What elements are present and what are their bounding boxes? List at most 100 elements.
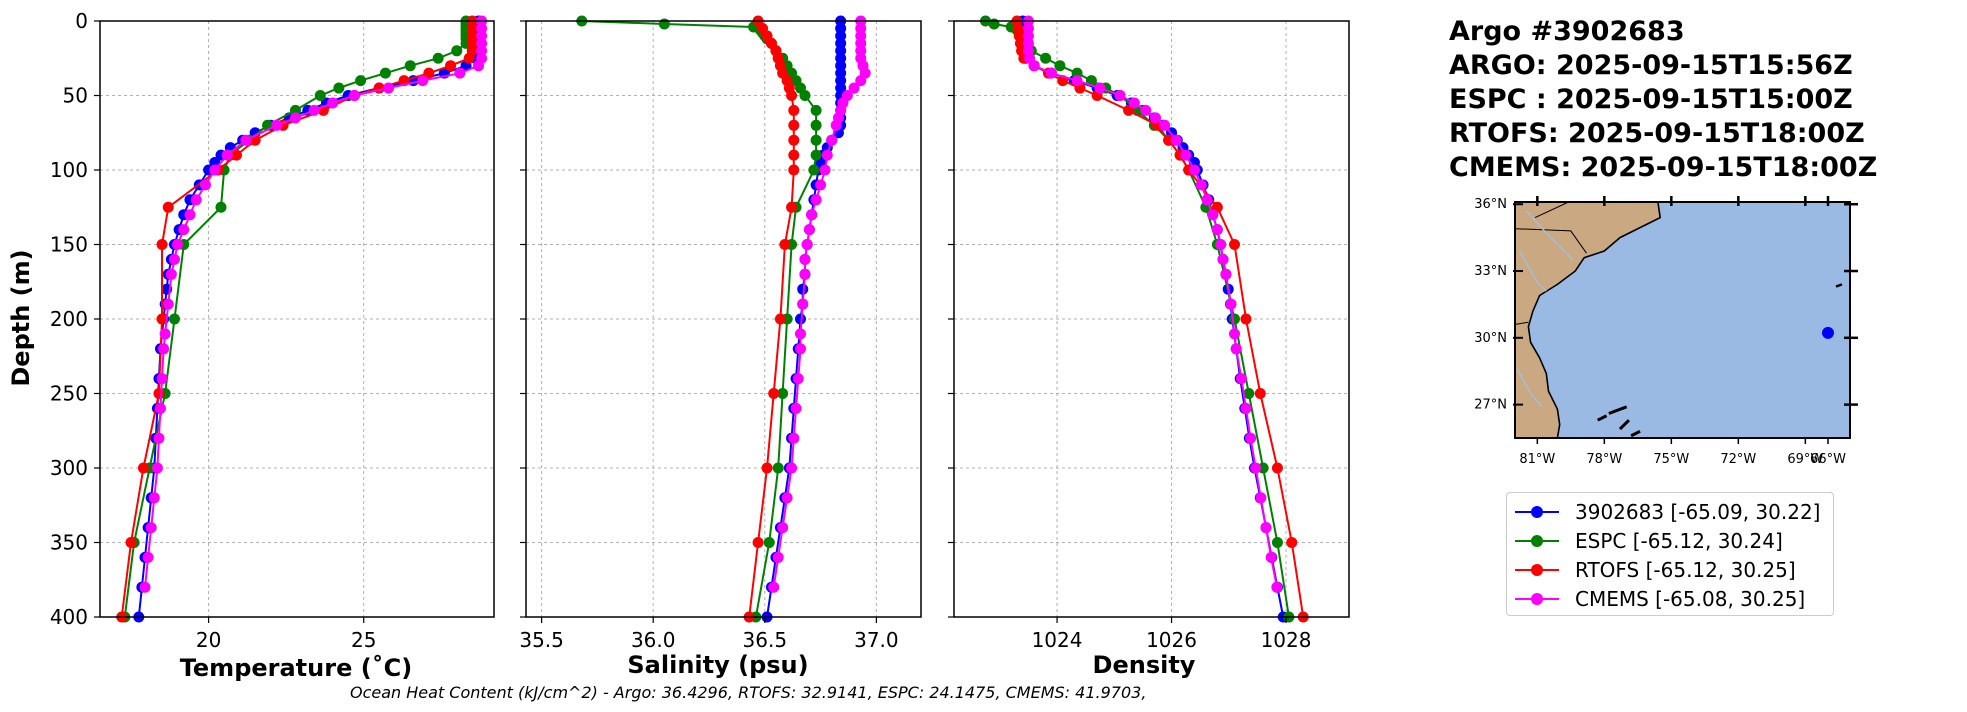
data-point-cmems (777, 522, 789, 534)
data-point-cmems (209, 164, 221, 176)
data-point-cmems (792, 373, 804, 385)
data-point-3902683 (794, 313, 806, 325)
data-point-cmems (794, 328, 806, 340)
data-point-cmems (1045, 67, 1057, 79)
map-lat-label: 27°N (1474, 398, 1507, 413)
data-point-cmems (159, 328, 171, 340)
data-point-cmems (151, 462, 163, 474)
data-point-espc (314, 90, 326, 101)
data-point-espc (404, 60, 416, 72)
map-island (1608, 405, 1628, 415)
data-point-espc (432, 52, 444, 64)
map-lat-label: 33°N (1474, 264, 1507, 279)
salinity-panel: 35.5 36.0 36.5 37.0 (519, 15, 922, 652)
data-point-rtofs (156, 313, 168, 325)
data-point-rtofs (774, 313, 786, 325)
data-point-espc (333, 82, 345, 94)
legend-item-espc: ESPC [-65.12, 30.24] (1515, 526, 1825, 555)
legend-item-argo: 3902683 [-65.09, 30.22] (1515, 497, 1825, 526)
data-point-cmems (815, 179, 827, 191)
data-point-cmems (1229, 328, 1241, 340)
x-tick-label: 1028 (1261, 628, 1312, 652)
y-tick-label: 200 (50, 307, 88, 331)
map-island (1630, 429, 1641, 438)
data-point-espc (1243, 388, 1255, 399)
data-point-cmems (162, 298, 174, 310)
map-state-border (1534, 201, 1569, 219)
data-point-espc (810, 134, 822, 146)
salinity-axis-label: Salinity (psu) (627, 651, 808, 679)
data-point-rtofs (463, 52, 475, 64)
map-lon-label: 72°W (1720, 452, 1756, 467)
map-river (1516, 368, 1543, 408)
axes-frame (525, 20, 922, 618)
data-point-cmems (799, 253, 811, 265)
data-point-cmems (1245, 432, 1257, 444)
data-point-cmems (1240, 402, 1252, 414)
legend-swatch-cmems (1515, 589, 1559, 609)
y-axis-label: Depth (m) (7, 249, 35, 386)
data-point-cmems (1255, 492, 1267, 504)
data-point-cmems (1128, 97, 1140, 109)
data-point-cmems (199, 179, 211, 191)
map-lon-label: 69°W (1787, 452, 1823, 467)
argo-time: ARGO: 2025-09-15T15:56Z (1449, 50, 1853, 81)
data-point-cmems (172, 239, 184, 250)
map-lat-label: 30°N (1474, 331, 1507, 346)
temperature-panel: 0 50 100 150 200 250 300 350 400 20 25 (50, 9, 495, 652)
data-point-cmems (454, 67, 466, 79)
data-point-cmems (1195, 179, 1207, 191)
data-point-rtofs (788, 104, 800, 116)
data-point-rtofs (156, 239, 168, 250)
data-point-cmems (799, 268, 811, 280)
data-point-espc (1229, 313, 1241, 325)
data-point-rtofs (1254, 388, 1266, 399)
data-point-cmems (308, 104, 320, 116)
map-river (1518, 250, 1547, 292)
x-tick-label: 1026 (1146, 628, 1197, 652)
map-lon-label: 66°W (1810, 452, 1846, 467)
data-point-cmems (788, 432, 800, 444)
data-point-cmems (142, 551, 154, 563)
data-point-cmems (1215, 239, 1227, 250)
data-point-espc (1054, 60, 1066, 72)
data-point-espc (772, 462, 784, 474)
data-point-cmems (810, 194, 822, 206)
map-island-bermuda (1835, 283, 1843, 288)
data-point-cmems (153, 432, 165, 444)
data-point-cmems (178, 224, 190, 236)
data-point-cmems (1230, 343, 1242, 355)
data-point-rtofs (788, 164, 800, 176)
data-point-cmems (1201, 194, 1213, 206)
data-point-cmems (1170, 134, 1182, 146)
data-point-cmems (139, 581, 151, 593)
data-point-cmems (848, 82, 860, 94)
header-block: Argo #3902683 ARGO: 2025-09-15T15:56Z ESPC… (1449, 15, 1877, 185)
data-point-rtofs (137, 462, 149, 474)
legend-swatch-argo (1515, 502, 1559, 522)
data-point-cmems (794, 343, 806, 355)
data-point-cmems (830, 119, 842, 131)
x-tick-label: 20 (196, 628, 221, 652)
y-tick-label: 150 (50, 233, 88, 257)
data-point-rtofs (1229, 239, 1241, 250)
data-point-cmems (772, 551, 784, 563)
data-point-rtofs (162, 201, 174, 213)
data-point-rtofs (1123, 104, 1135, 116)
y-tick-label: 0 (75, 9, 88, 33)
data-point-rtofs (1240, 313, 1252, 325)
temperature-axis-label: Temperature (˚C) (180, 654, 413, 682)
data-point-espc (808, 164, 820, 176)
data-point-cmems (190, 194, 202, 206)
location-map: 36°N 33°N 30°N 27°N 81°W 78°W 75°W 72°W 69°W66°W (1474, 196, 1858, 467)
map-river (1525, 210, 1574, 261)
map-lat-label: 36°N (1474, 197, 1507, 212)
map-island (1596, 414, 1608, 422)
data-point-rtofs (788, 149, 800, 161)
x-tick-label: 35.5 (519, 628, 564, 652)
data-point-cmems (819, 164, 831, 176)
data-point-espc (988, 18, 1000, 30)
data-point-cmems (156, 373, 168, 385)
data-point-cmems (417, 75, 429, 87)
